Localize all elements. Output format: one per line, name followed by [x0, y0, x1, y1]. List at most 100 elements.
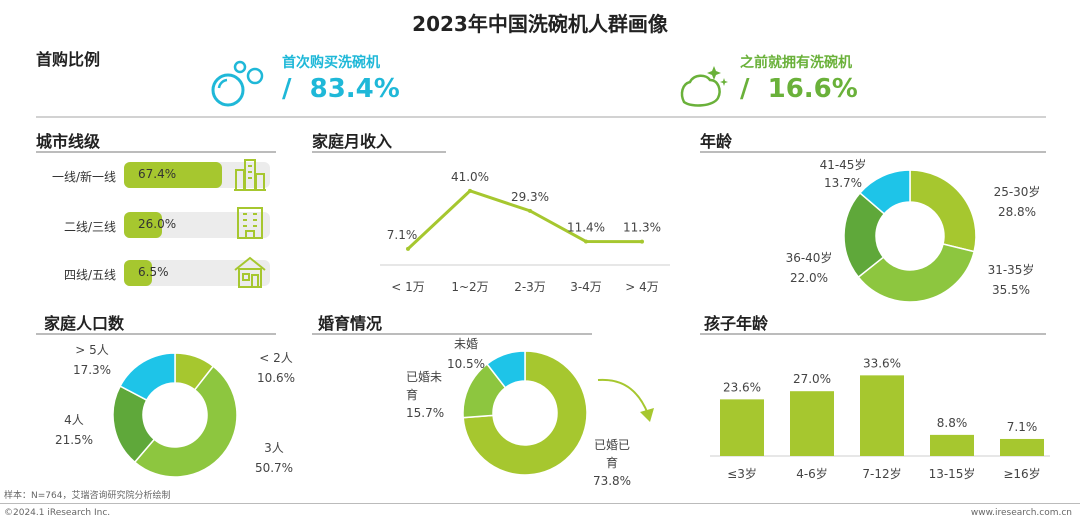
household-slice-value: 17.3%	[72, 363, 112, 377]
income-point	[584, 239, 588, 244]
first-purchase-heading: 首购比例	[36, 50, 101, 69]
age-slice-label: 41-45岁	[819, 158, 867, 172]
marriage-label-married-no-kids: 已婚未育 15.7%	[406, 368, 466, 422]
marriage-slice-label: 未婚	[453, 337, 478, 351]
kids-data-label: 8.8%	[937, 416, 968, 430]
age-underline	[700, 151, 1046, 153]
age-label-36-40: 36-40岁 22.0%	[778, 248, 840, 288]
household-label-5plus: > 5人 17.3%	[64, 340, 120, 380]
marriage-heading: 婚育情况	[318, 314, 383, 333]
marriage-slice-value: 10.5%	[446, 357, 486, 371]
kids-heading: 孩子年龄	[704, 314, 769, 333]
city-bar-fill	[124, 260, 152, 286]
age-slice	[857, 243, 976, 303]
household-slice-label: > 5人	[75, 343, 109, 357]
age-label-31-35: 31-35岁 35.5%	[980, 260, 1042, 300]
kids-data-label: 33.6%	[863, 356, 901, 370]
first-purchase-value: / 83.4%	[282, 74, 400, 104]
age-slice-label: 36-40岁	[785, 251, 833, 265]
income-point	[528, 208, 532, 213]
income-point	[640, 239, 644, 244]
city-row-label: 一线/新一线	[51, 170, 116, 184]
sparkle-stone-icon	[680, 66, 728, 107]
marriage-label-single: 未婚 10.5%	[440, 334, 492, 374]
income-tick-label: > 4万	[625, 280, 659, 294]
prior-owned-value: / 16.6%	[740, 74, 858, 104]
household-heading: 家庭人口数	[44, 314, 125, 333]
income-point	[468, 188, 472, 193]
age-slice-value: 35.5%	[991, 283, 1031, 297]
kids-bar	[860, 375, 904, 456]
marriage-underline	[312, 333, 592, 335]
income-tick-label: 2-3万	[514, 280, 546, 294]
income-heading: 家庭月收入	[312, 132, 393, 151]
household-slice-label: 4人	[64, 413, 84, 427]
city-buildings-icon	[234, 159, 266, 191]
age-slice-value: 22.0%	[789, 271, 829, 285]
kids-bar	[1000, 438, 1044, 456]
kids-underline	[700, 333, 1046, 335]
bubbles-icon	[211, 60, 264, 107]
age-heading: 年龄	[700, 132, 733, 151]
income-data-label: 7.1%	[387, 228, 418, 242]
income-line-chart: 7.1% < 1万 41.0% 1~2万 29.3% 2-3万 11.4% 3-4万 11.3%…	[380, 170, 670, 294]
income-data-label: 11.4%	[567, 220, 605, 234]
sample-note: 样本：N=764，艾瑞咨询研究院分析绘制	[4, 491, 171, 501]
kids-tick-label: 13-15岁	[929, 466, 976, 481]
kids-bar	[790, 391, 834, 456]
income-underline	[312, 151, 446, 153]
kids-tick-label: 7-12岁	[862, 466, 901, 481]
household-slice	[119, 352, 176, 402]
age-label-41-45: 41-45岁 13.7%	[812, 156, 874, 192]
household-slice-label: < 2人	[259, 351, 293, 365]
income-data-label: 41.0%	[451, 170, 489, 184]
city-underline	[36, 151, 276, 153]
prior-owned-label: 之前就拥有洗碗机	[740, 55, 852, 71]
city-bar-value: 26.0%	[138, 217, 177, 231]
arrow-icon	[597, 378, 654, 422]
kids-data-label: 7.1%	[1007, 420, 1038, 434]
household-label-3: 3人 50.7%	[246, 438, 302, 478]
city-bar-value: 6.5%	[138, 265, 169, 279]
copyright: ©2024.1 iResearch Inc.	[4, 508, 111, 518]
kids-tick-label: ≥16岁	[1003, 466, 1040, 481]
kids-tick-label: ≤3岁	[727, 466, 757, 481]
city-row-label: 二线/三线	[63, 220, 116, 234]
age-slice-value: 28.8%	[997, 205, 1037, 219]
divider	[36, 116, 1046, 118]
footer-divider	[0, 503, 1080, 504]
income-data-label: 29.3%	[511, 190, 549, 204]
household-slice	[133, 365, 238, 478]
income-tick-label: < 1万	[391, 280, 425, 294]
age-slice-label: 25-30岁	[993, 185, 1041, 199]
marriage-label-married-kids: 已婚已育 73.8%	[586, 436, 638, 490]
page-title: 2023年中国洗碗机人群画像	[412, 12, 668, 36]
kids-age-bar-chart: 23.6% ≤3岁 27.0% 4-6岁 33.6% 7-12岁 8.8% 13-15岁 7.1…	[710, 356, 1050, 481]
household-slice-value: 50.7%	[254, 461, 294, 475]
marriage-slice-label: 已婚已育	[593, 438, 630, 470]
age-donut-chart	[843, 169, 977, 303]
household-donut-chart	[112, 352, 238, 478]
age-slice-label: 31-35岁	[987, 263, 1035, 277]
marriage-donut-chart	[462, 350, 588, 476]
age-slice	[909, 169, 977, 253]
first-purchase-label: 首次购买洗碗机	[282, 55, 380, 71]
city-row-label: 四线/五线	[63, 268, 116, 282]
city-bar-value: 67.4%	[138, 167, 177, 181]
household-slice-value: 21.5%	[54, 433, 94, 447]
household-underline	[36, 333, 276, 335]
age-slice	[858, 169, 911, 215]
kids-tick-label: 4-6岁	[796, 466, 828, 481]
income-tick-label: 3-4万	[570, 280, 602, 294]
age-slice-value: 13.7%	[823, 176, 863, 190]
household-label-4: 4人 21.5%	[46, 410, 102, 450]
household-slice-value: 10.6%	[256, 371, 296, 385]
marriage-slice-value: 73.8%	[592, 474, 632, 488]
city-bar-fill	[124, 162, 223, 188]
kids-data-label: 23.6%	[723, 380, 761, 394]
city-heading: 城市线级	[36, 132, 101, 151]
kids-bar	[930, 434, 974, 456]
marriage-slice	[485, 350, 526, 389]
household-label-under2: < 2人 10.6%	[248, 348, 304, 388]
income-tick-label: 1~2万	[451, 280, 488, 294]
